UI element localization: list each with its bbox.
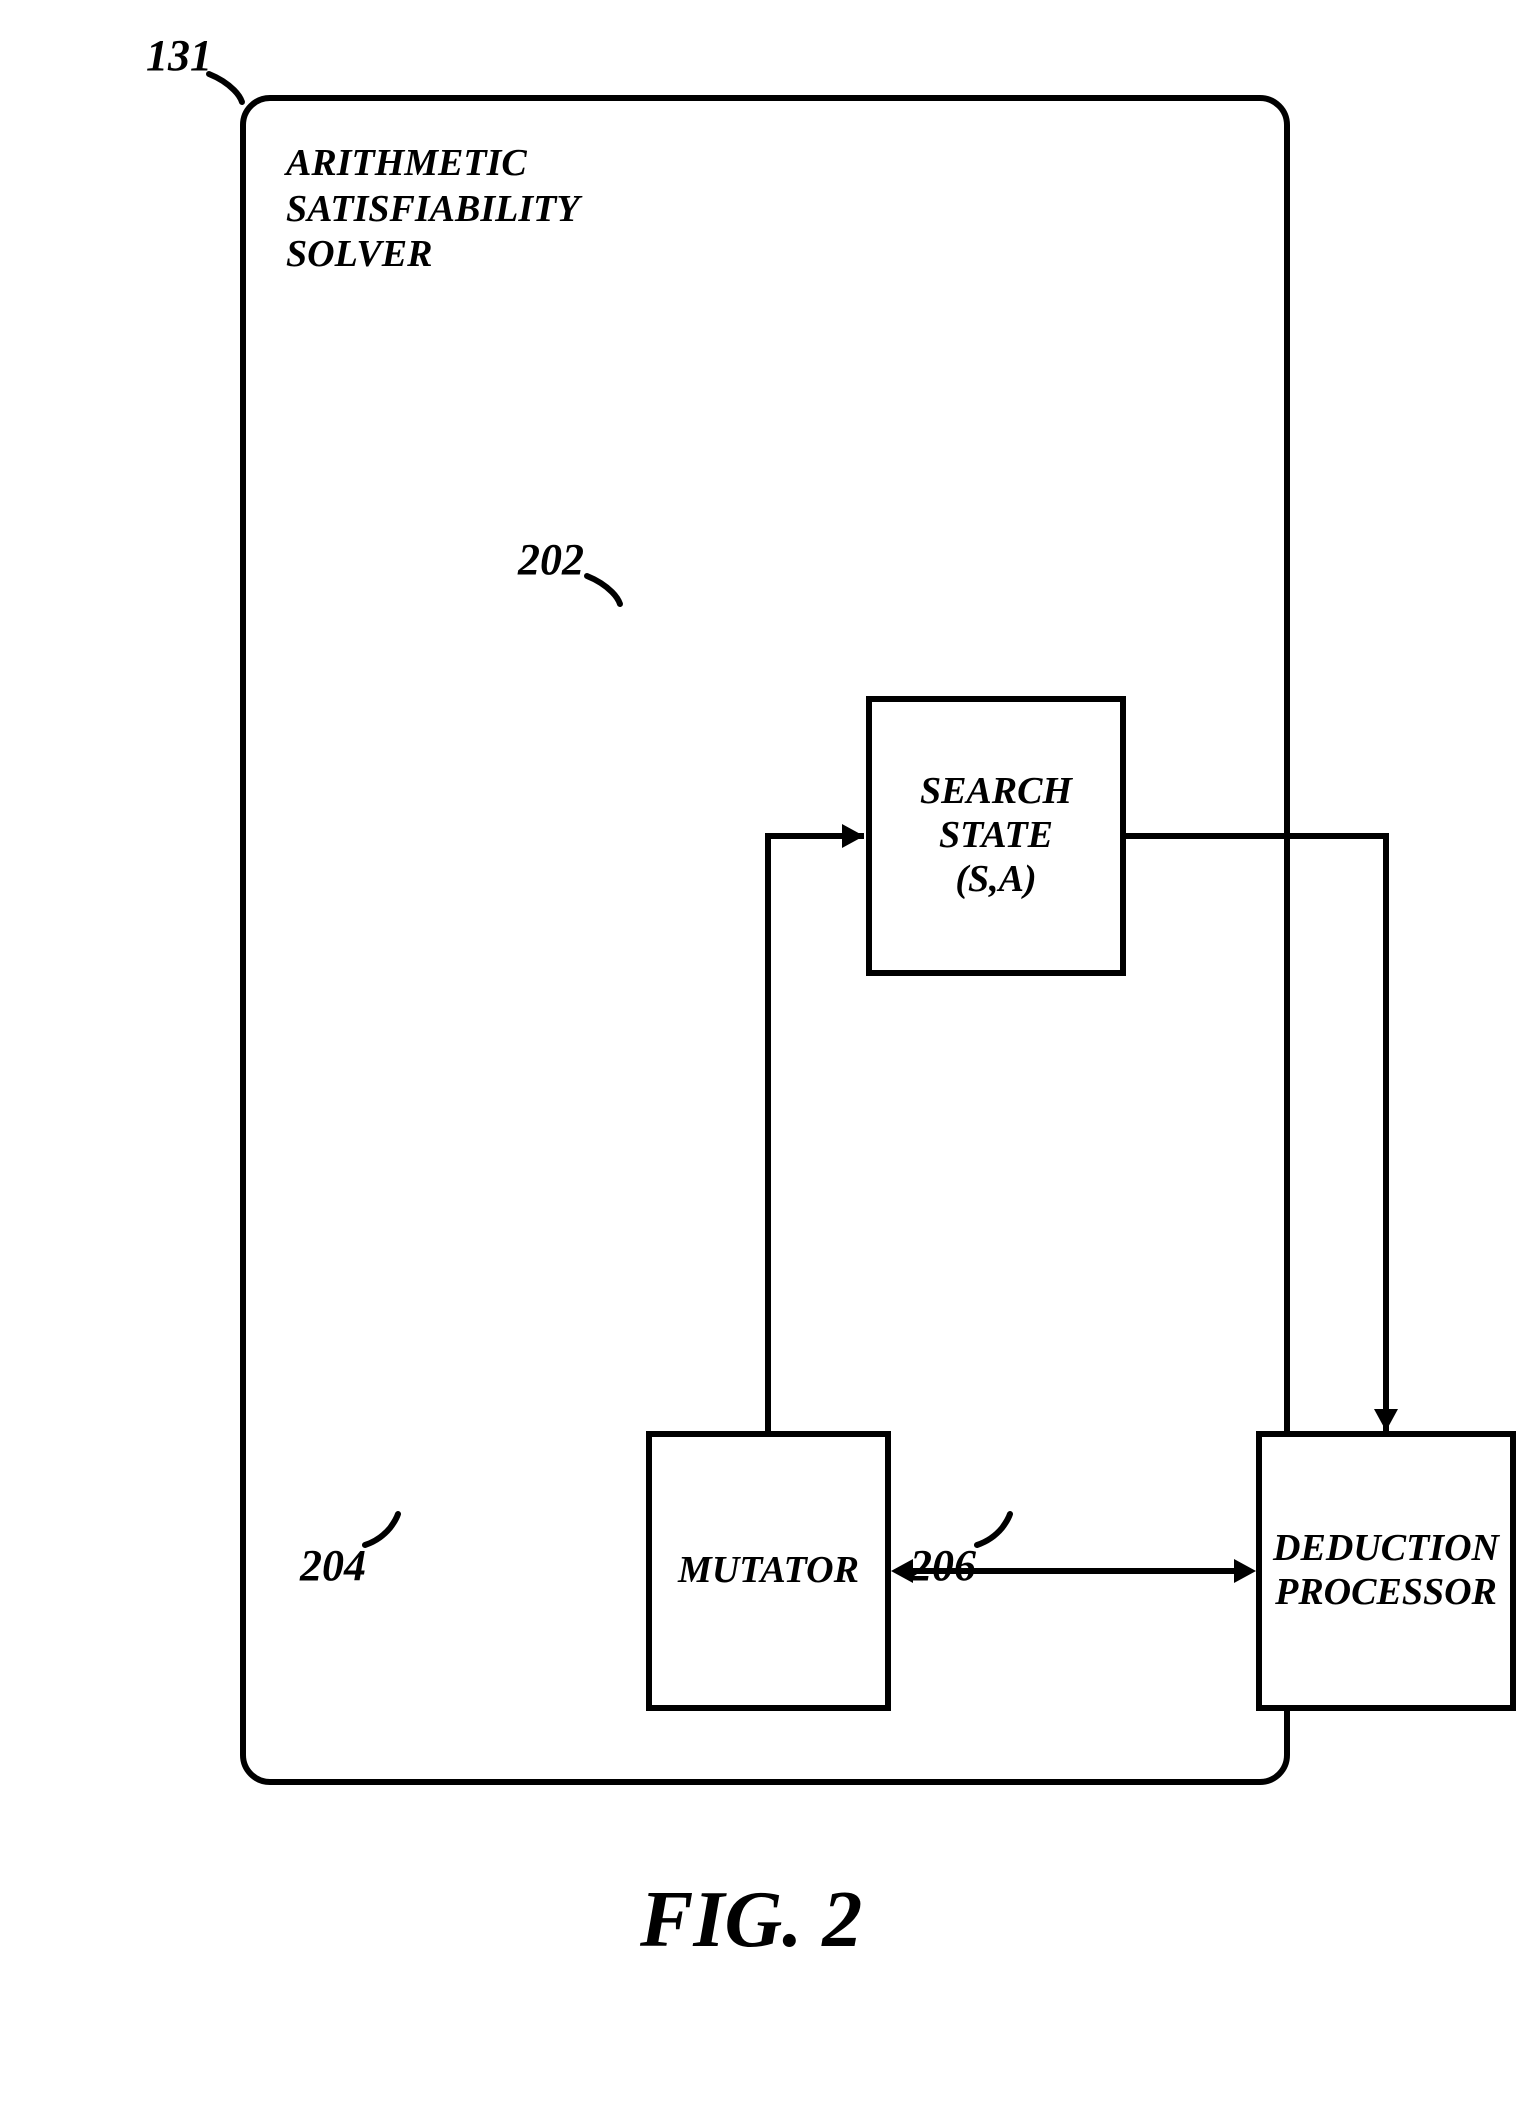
ref-131-connector-icon bbox=[204, 72, 264, 112]
ref-204-connector-icon bbox=[360, 1510, 420, 1550]
ref-num-206: 206 bbox=[910, 1540, 976, 1591]
ref-202-connector-icon bbox=[582, 574, 642, 614]
ref-206-connector-icon bbox=[972, 1510, 1032, 1550]
deduction-label: DEDUCTION PROCESSOR bbox=[1273, 1527, 1499, 1614]
ref-num-202: 202 bbox=[518, 534, 584, 585]
ref-num-131: 131 bbox=[146, 30, 212, 81]
deduction-line1: DEDUCTION bbox=[1273, 1527, 1499, 1569]
deduction-line2: PROCESSOR bbox=[1275, 1571, 1497, 1613]
ref-num-204: 204 bbox=[300, 1540, 366, 1591]
figure-label: FIG. 2 bbox=[640, 1875, 862, 1966]
deduction-box: DEDUCTION PROCESSOR bbox=[1256, 1431, 1516, 1711]
